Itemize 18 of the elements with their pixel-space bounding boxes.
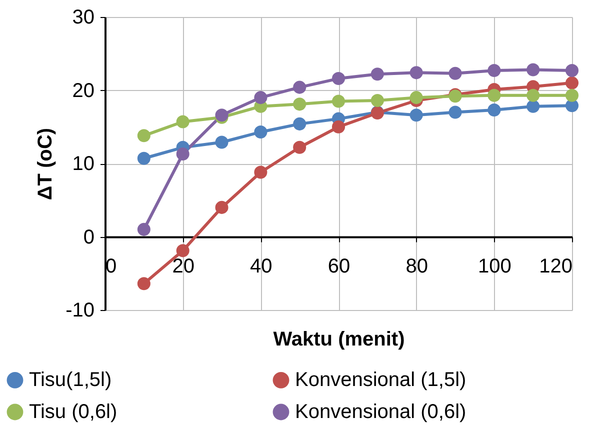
x-tick-label: 20 (172, 255, 194, 278)
y-tick-label: 10 (72, 153, 94, 175)
y-tick-label: -10 (66, 300, 94, 322)
y-tick-label: 30 (72, 6, 94, 28)
x-tick-label: 40 (250, 255, 272, 278)
x-tick-label: 0 (106, 255, 117, 278)
legend-label: Konvensional (1,5l) (295, 369, 466, 392)
legend-label: Tisu (0,6l) (29, 401, 118, 423)
x-tick-label: 100 (478, 255, 512, 278)
y-tick-label: 20 (72, 80, 94, 102)
y-axis-title: ΔT (oC) (34, 128, 57, 200)
x-tick-label: 80 (406, 255, 428, 278)
x-tick-label: 60 (328, 255, 350, 278)
legend-label: Konvensional (0,6l) (295, 401, 466, 423)
y-tick-label: 0 (83, 226, 94, 248)
x-axis-title: Waktu (menit) (273, 328, 405, 350)
legend-label: Tisu(1,5l) (29, 369, 112, 392)
x-tick-label: 120 (539, 255, 572, 278)
